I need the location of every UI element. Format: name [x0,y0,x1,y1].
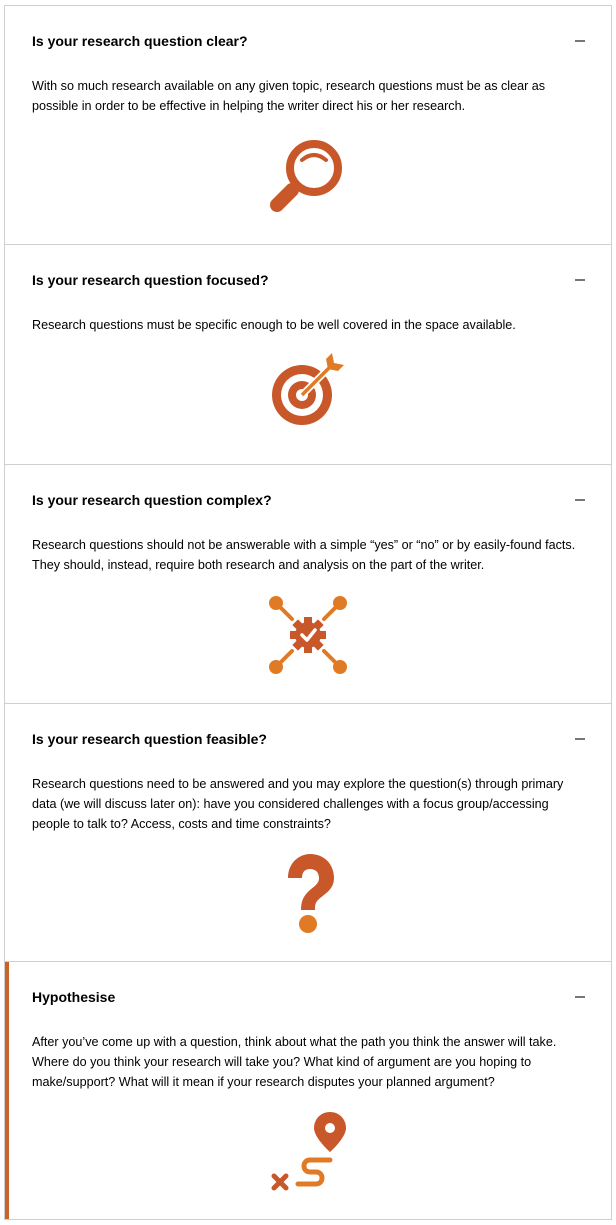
panel-title: Is your research question clear? [32,33,248,49]
collapse-icon[interactable] [575,40,585,42]
panel-header-complex[interactable]: Is your research question complex? [32,465,585,535]
panel-body-text: With so much research available on any g… [32,79,546,113]
panel-title: Is your research question complex? [32,492,272,508]
route-pin-icon [32,1110,583,1194]
magnifier-icon [32,138,583,218]
panel-body-text: Research questions should not be answera… [32,538,576,572]
panel-body-text: Research questions must be specific enou… [32,318,516,332]
panel-hypothesise: Hypothesise After you’ve come up with a … [5,962,611,1219]
panel-complex: Is your research question complex? Resea… [5,465,611,704]
question-mark-icon [32,852,583,936]
panel-header-clear[interactable]: Is your research question clear? [32,6,585,76]
collapse-icon[interactable] [575,499,585,501]
panel-header-hypothesise[interactable]: Hypothesise [32,962,585,1032]
panel-body-text: After you’ve come up with a question, th… [32,1035,557,1089]
panel-header-focused[interactable]: Is your research question focused? [32,245,585,315]
panel-header-feasible[interactable]: Is your research question feasible? [32,704,585,774]
panel-feasible: Is your research question feasible? Rese… [5,704,611,962]
panel-title: Is your research question focused? [32,272,269,288]
collapse-icon[interactable] [575,738,585,740]
collapse-icon[interactable] [575,996,585,998]
accordion: Is your research question clear? With so… [4,5,612,1220]
panel-title: Is your research question feasible? [32,731,267,747]
panel-clear: Is your research question clear? With so… [5,6,611,245]
collapse-icon[interactable] [575,279,585,281]
panel-focused: Is your research question focused? Resea… [5,245,611,465]
network-gear-icon [32,593,583,677]
panel-title: Hypothesise [32,989,116,1005]
panel-body-text: Research questions need to be answered a… [32,777,564,831]
target-arrow-icon [32,349,583,433]
